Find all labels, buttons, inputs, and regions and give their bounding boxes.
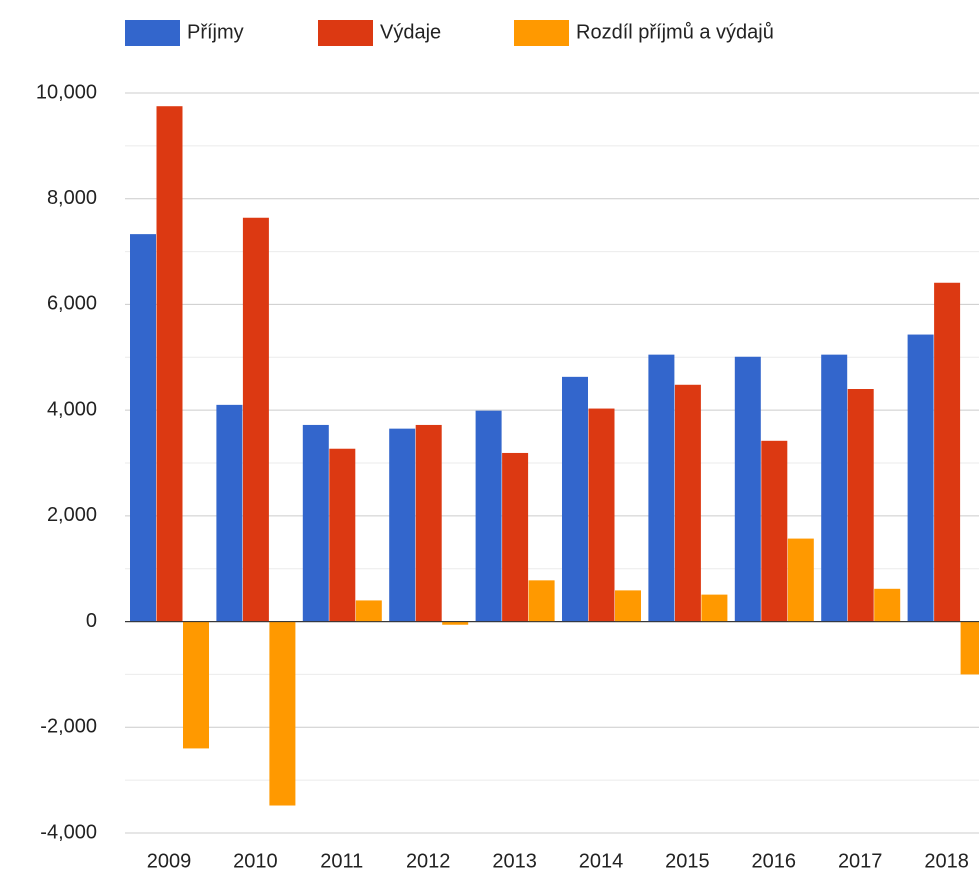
bar	[528, 580, 555, 622]
bar	[761, 440, 788, 622]
bar	[183, 621, 209, 749]
y-tick-label: 4,000	[47, 398, 97, 420]
legend-swatch	[125, 20, 180, 46]
y-tick-label: 2,000	[47, 504, 97, 526]
x-tick-label: 2016	[752, 850, 797, 872]
bar	[475, 410, 502, 622]
bar	[701, 594, 728, 622]
bar	[960, 621, 979, 675]
bar	[269, 621, 296, 806]
bar	[615, 590, 641, 622]
legend-label: Rozdíl příjmů a výdajů	[576, 21, 774, 43]
bar	[847, 389, 874, 622]
y-tick-label: 8,000	[47, 187, 97, 209]
bar	[156, 106, 183, 622]
x-tick-label: 2015	[665, 850, 710, 872]
y-tick-label: 10,000	[36, 81, 97, 103]
bar	[934, 282, 961, 622]
bar	[415, 424, 442, 622]
legend-label: Příjmy	[187, 21, 244, 43]
x-tick-label: 2014	[579, 850, 624, 872]
x-tick-label: 2013	[492, 850, 537, 872]
bar	[216, 404, 243, 622]
bar	[329, 448, 356, 622]
bar	[907, 334, 934, 622]
x-tick-label: 2011	[320, 850, 363, 872]
y-tick-label: -4,000	[40, 821, 97, 843]
bar	[674, 384, 701, 622]
bar	[389, 428, 416, 622]
bar	[302, 424, 329, 622]
bar	[562, 376, 588, 622]
legend-label: Výdaje	[380, 21, 441, 43]
x-tick-label: 2009	[147, 850, 192, 872]
y-tick-label: 6,000	[47, 293, 97, 315]
legend-swatch	[318, 20, 373, 46]
bar	[502, 452, 529, 622]
bar	[874, 588, 901, 622]
bar	[242, 217, 269, 622]
y-tick-label: 0	[86, 610, 97, 632]
x-tick-label: 2010	[233, 850, 278, 872]
bar	[821, 354, 848, 622]
y-tick-label: -2,000	[40, 716, 97, 738]
x-tick-label: 2012	[406, 850, 451, 872]
legend-swatch	[514, 20, 569, 46]
bar	[787, 538, 814, 622]
bar	[130, 234, 156, 622]
bar	[588, 408, 615, 622]
bar	[442, 621, 469, 625]
x-tick-label: 2018	[924, 850, 969, 872]
bar	[648, 354, 675, 622]
bar	[355, 600, 382, 622]
bar	[734, 356, 761, 622]
x-tick-label: 2017	[838, 850, 883, 872]
